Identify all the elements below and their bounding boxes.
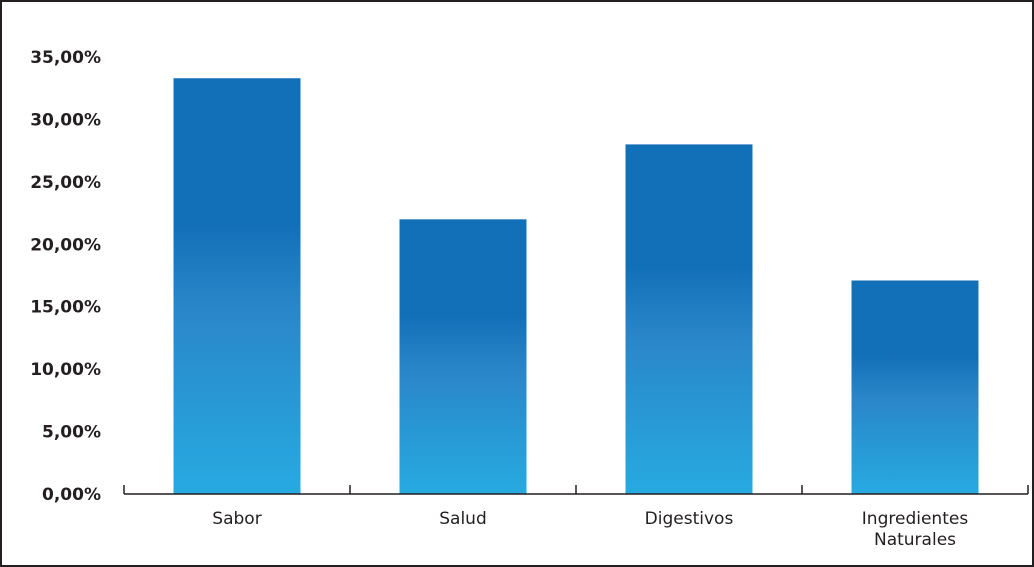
y-tick-label: 35,00% — [30, 48, 101, 68]
y-tick-label: 10,00% — [30, 360, 101, 380]
x-axis-tick-labels: Sabor Salud Digestivos Ingredientes Naturale… — [212, 509, 968, 550]
y-tick-label: 0,00% — [42, 485, 101, 505]
x-tick-label: Sabor — [212, 509, 261, 529]
bar-sabor — [173, 78, 301, 495]
y-tick-label: 25,00% — [30, 173, 101, 193]
x-axis — [123, 485, 1029, 495]
y-axis-tick-labels: 0,00% 5,00% 10,00% 15,00% 20,00% 25,00% 30,00%… — [30, 48, 101, 505]
y-tick-label: 20,00% — [30, 235, 101, 255]
bar-ingredientes-naturales — [851, 280, 979, 494]
y-tick-label: 30,00% — [30, 110, 101, 130]
bar-salud — [399, 219, 527, 495]
x-tick-label: Ingredientes Naturales — [862, 509, 969, 550]
y-tick-label: 15,00% — [30, 298, 101, 318]
bars — [173, 78, 979, 495]
x-tick-label: Salud — [439, 509, 487, 529]
y-tick-label: 5,00% — [42, 423, 101, 443]
bar-digestivos — [625, 144, 753, 494]
x-tick-label: Digestivos — [645, 509, 734, 529]
